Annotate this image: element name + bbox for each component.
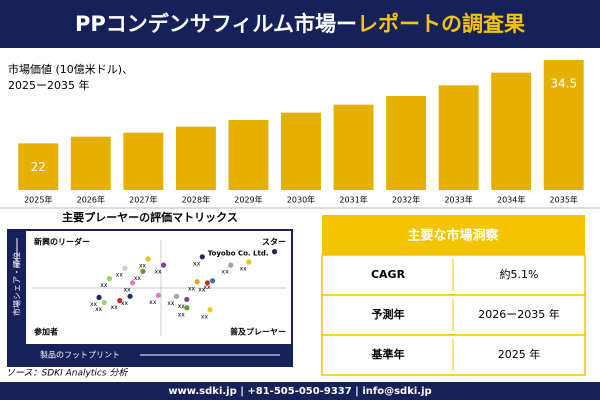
title-accent: レポートの調査果 bbox=[357, 12, 525, 36]
bar bbox=[281, 112, 321, 190]
bar bbox=[18, 143, 59, 190]
player-point bbox=[199, 254, 205, 260]
player-point bbox=[117, 297, 123, 304]
player-label: xx bbox=[90, 301, 98, 308]
player-point bbox=[130, 280, 136, 286]
insights-title: 主要な市場洞察 bbox=[407, 228, 499, 244]
player-point bbox=[173, 293, 180, 299]
player-label: xx bbox=[95, 306, 103, 313]
player-label: xx bbox=[193, 260, 201, 267]
player-label: xx bbox=[203, 284, 211, 291]
y-axis-band bbox=[8, 230, 26, 366]
quadrant-label: 新興のリーダー bbox=[34, 237, 90, 247]
quadrant-label: 普及プレーヤー bbox=[230, 327, 286, 337]
x-tick-label: 2028年 bbox=[182, 195, 210, 205]
x-tick-label: 2029年 bbox=[234, 195, 262, 205]
footer: www.sdki.jp | +81-505-050-9337 | info@sd… bbox=[168, 386, 431, 397]
y-axis-label: 市場シェア・順位 bbox=[12, 252, 22, 316]
player-label: Toyobo Co. Ltd. bbox=[208, 250, 269, 258]
player-label: xx bbox=[116, 272, 124, 279]
chart-title: 市場価値 (10億米ドル)、 bbox=[8, 62, 133, 76]
player-point bbox=[210, 278, 216, 284]
chart-title: 主要プレーヤーの評価マトリックス bbox=[62, 210, 238, 224]
x-tick-label: 2034年 bbox=[497, 195, 525, 205]
chart-subtitle: 2025ー2035 年 bbox=[8, 78, 90, 92]
bar bbox=[491, 72, 532, 190]
bar bbox=[70, 136, 111, 190]
player-label: xx bbox=[134, 275, 142, 282]
value-label: 34.5 bbox=[550, 77, 577, 91]
player-point bbox=[207, 307, 213, 313]
player-label: xx bbox=[111, 304, 119, 311]
bar bbox=[175, 126, 216, 190]
player-label: xx bbox=[139, 262, 147, 269]
player-point bbox=[204, 280, 211, 286]
bar bbox=[228, 120, 269, 190]
bar bbox=[438, 85, 479, 190]
player-label: xx bbox=[201, 313, 209, 320]
player-point bbox=[184, 296, 190, 303]
player-point bbox=[184, 305, 190, 311]
player-label: xx bbox=[167, 300, 175, 307]
player-point bbox=[106, 276, 112, 282]
player-label: xx bbox=[178, 311, 186, 318]
source: ソース：SDKI Analytics 分析 bbox=[6, 368, 128, 379]
player-point bbox=[140, 268, 146, 274]
player-point bbox=[101, 299, 107, 306]
insights-header bbox=[322, 215, 585, 255]
bar bbox=[543, 60, 584, 190]
x-axis-label: 製品のフットプリント bbox=[40, 350, 120, 360]
player-label: xx bbox=[240, 266, 248, 273]
bar bbox=[123, 132, 164, 190]
player-label: xx bbox=[198, 286, 206, 293]
footer-bar bbox=[0, 382, 600, 400]
x-tick-label: 2027年 bbox=[129, 195, 157, 205]
title-main: PPコンデンサフィルム市場ー bbox=[75, 12, 357, 36]
x-tick-label: 2026年 bbox=[77, 195, 105, 205]
value-label: 22 bbox=[31, 160, 46, 174]
bar bbox=[333, 104, 374, 190]
x-tick-label: 2030年 bbox=[287, 195, 315, 205]
player-label: xx bbox=[149, 299, 157, 306]
player-point bbox=[122, 265, 128, 271]
player-point bbox=[160, 262, 167, 268]
player-label: xx bbox=[222, 269, 230, 276]
header-bar bbox=[0, 0, 600, 48]
player-point bbox=[246, 259, 252, 265]
x-tick-label: 2035年 bbox=[550, 195, 578, 205]
x-tick-label: 2025年 bbox=[24, 195, 52, 205]
insight-value: 2026ー2035 年 bbox=[478, 307, 560, 321]
player-label: xx bbox=[154, 269, 162, 276]
x-tick-label: 2032年 bbox=[392, 195, 420, 205]
x-tick-label: 2033年 bbox=[444, 195, 472, 205]
player-point bbox=[127, 293, 133, 299]
x-tick-label: 2031年 bbox=[339, 195, 367, 205]
quadrant-label: 参加者 bbox=[33, 327, 58, 337]
player-label: xx bbox=[124, 286, 132, 293]
player-point bbox=[228, 262, 234, 268]
quadrant-label: スター bbox=[262, 237, 286, 247]
bar bbox=[386, 96, 427, 190]
player-point bbox=[155, 292, 162, 298]
insight-key: 基準年 bbox=[371, 347, 405, 361]
player-label: xx bbox=[188, 285, 196, 292]
player-point bbox=[145, 256, 151, 262]
insight-key: 予測年 bbox=[372, 307, 405, 321]
player-label: xx bbox=[121, 300, 129, 307]
player-label: xx bbox=[100, 282, 108, 289]
player-label: xx bbox=[178, 303, 186, 310]
insight-key: CAGR bbox=[371, 268, 406, 281]
insight-value: 約5.1% bbox=[500, 267, 539, 281]
player-point bbox=[96, 294, 102, 300]
player-point bbox=[271, 249, 278, 255]
player-point bbox=[194, 279, 200, 285]
insight-value: 2025 年 bbox=[498, 347, 541, 361]
header-title: PPコンデンサフィルム市場ーレポートの調査果 bbox=[75, 12, 525, 36]
